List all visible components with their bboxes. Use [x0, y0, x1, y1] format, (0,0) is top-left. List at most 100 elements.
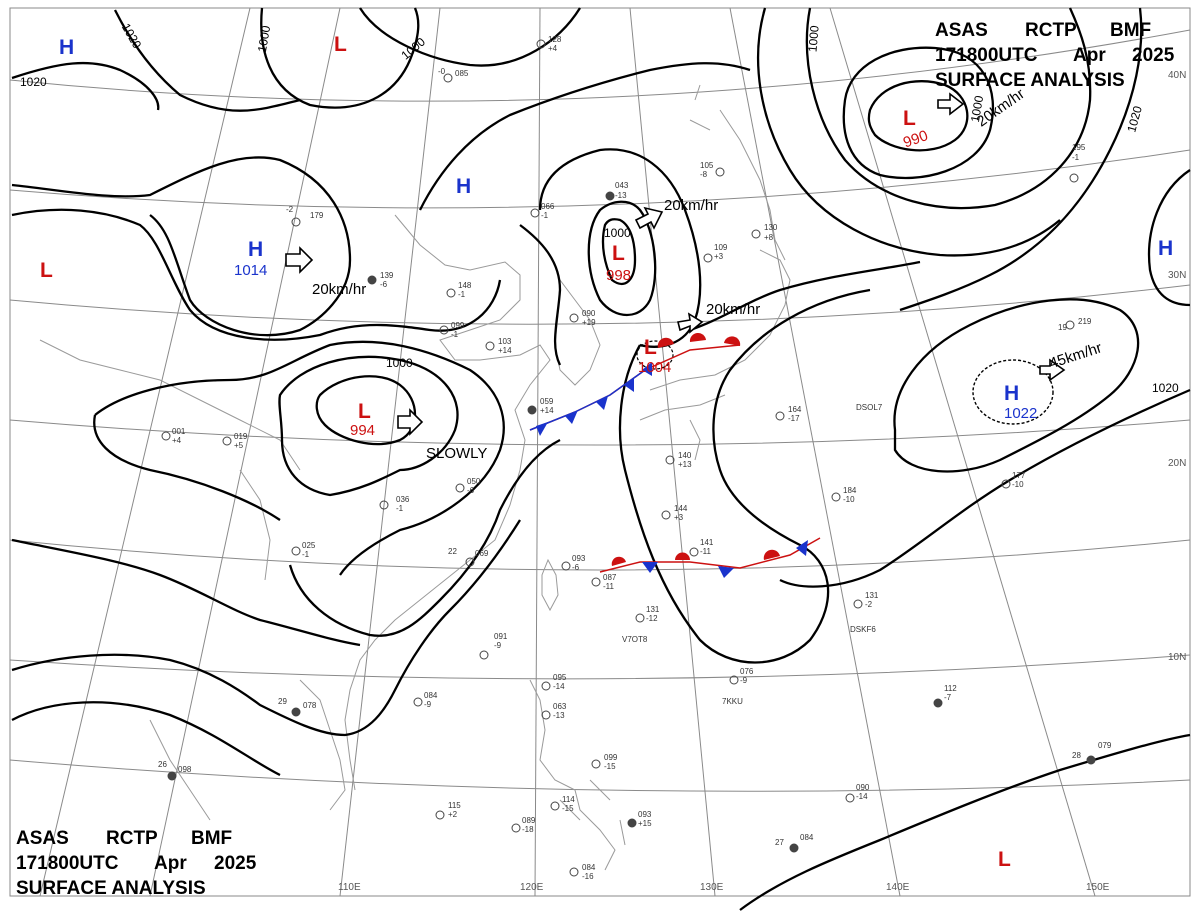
svg-text:+8: +8	[764, 233, 774, 242]
svg-text:130: 130	[764, 223, 778, 232]
high-value: 1022	[1004, 405, 1037, 422]
isobar-label: 1020	[1124, 104, 1145, 134]
station-plot: 095-14	[541, 673, 567, 691]
svg-text:091: 091	[494, 632, 508, 641]
svg-text:+4: +4	[172, 436, 182, 445]
svg-text:128: 128	[548, 35, 562, 44]
station-plot: 084 27	[775, 833, 814, 853]
station-plot: 195-1	[1069, 143, 1086, 183]
station-plot: 099-1	[439, 321, 465, 339]
stationary-front-south	[599, 537, 821, 578]
station-plot: 105-8	[700, 161, 725, 179]
high-value: 1014	[234, 262, 267, 279]
station-plot: 059+14	[527, 397, 554, 415]
station-plot: 078 29	[278, 697, 317, 717]
station-plot: 019+5	[222, 432, 248, 450]
svg-text:084: 084	[800, 833, 814, 842]
low-center: L	[358, 400, 371, 423]
header-station: RCTP	[106, 828, 158, 849]
station-plot: 131-2	[853, 591, 879, 609]
station-id: 7KKU	[722, 697, 743, 706]
svg-text:093: 093	[572, 554, 586, 563]
header-code: BMF	[1110, 20, 1151, 41]
station-plot: 141-11	[689, 538, 714, 557]
station-id: V7OT8	[622, 635, 648, 644]
station-plot: 098 26	[158, 760, 192, 781]
svg-text:+13: +13	[678, 460, 692, 469]
svg-text:089: 089	[522, 816, 536, 825]
station-plot: 025-1	[291, 541, 316, 559]
svg-text:105: 105	[700, 161, 714, 170]
station-plot: 066-1	[530, 202, 555, 220]
svg-text:+14: +14	[540, 406, 554, 415]
grid-labels: 40N 30N 20N 10N 110E 120E 130E 140E 150E	[338, 70, 1186, 893]
svg-text:095: 095	[553, 673, 567, 682]
header-year: 2025	[1132, 45, 1175, 66]
station-plot: 079 28	[1072, 741, 1112, 765]
low-center: L	[334, 33, 347, 56]
svg-text:184: 184	[843, 486, 857, 495]
station-plot: 036-1	[379, 495, 410, 513]
chart-header-bottom: ASAS RCTP BMF 171800UTC Apr 2025 SURFACE…	[16, 828, 257, 899]
svg-text:084: 084	[582, 863, 596, 872]
station-plot: 184-10	[831, 486, 857, 504]
header-title: SURFACE ANALYSIS	[16, 878, 206, 899]
svg-text:+2: +2	[448, 810, 458, 819]
svg-text:025: 025	[302, 541, 316, 550]
svg-text:-14: -14	[856, 792, 868, 801]
svg-text:050: 050	[467, 477, 481, 486]
svg-text:-15: -15	[562, 804, 574, 813]
low-center: L	[612, 242, 625, 265]
header-time: 171800UTC	[935, 45, 1038, 66]
station-plot: 063-13	[541, 702, 567, 720]
svg-text:177: 177	[1012, 471, 1026, 480]
station-plot: 090-14	[845, 783, 870, 803]
svg-text:085: 085	[455, 69, 469, 78]
svg-text:069: 069	[475, 549, 489, 558]
station-plot: 093+15	[627, 810, 652, 828]
svg-text:-1: -1	[302, 550, 310, 559]
svg-text:090: 090	[856, 783, 870, 792]
svg-text:+4: +4	[548, 44, 558, 53]
svg-text:-7: -7	[944, 693, 952, 702]
svg-text:-8: -8	[700, 170, 708, 179]
station-plot: 089-18	[511, 816, 536, 834]
svg-text:195: 195	[1072, 143, 1086, 152]
svg-text:019: 019	[234, 432, 248, 441]
header-time: 171800UTC	[16, 853, 119, 874]
station-plot: 084-16	[569, 863, 596, 881]
station-plots: 128+4 085-0 043-13 066-1 179-2 139-6 148…	[158, 35, 1112, 881]
lat-label-30n: 30N	[1168, 270, 1186, 281]
svg-text:141: 141	[700, 538, 714, 547]
lon-label-120e: 120E	[520, 882, 544, 893]
station-plot: 139-6	[367, 271, 394, 289]
svg-text:099: 099	[604, 753, 618, 762]
svg-text:036: 036	[396, 495, 410, 504]
svg-text:112: 112	[944, 684, 957, 693]
svg-text:098: 098	[178, 765, 192, 774]
svg-text:115: 115	[448, 801, 461, 810]
station-plot: 144+3	[661, 504, 688, 522]
chart-header-top: ASAS RCTP BMF 171800UTC Apr 2025 SURFACE…	[935, 20, 1175, 91]
station-plot: 128+4	[536, 35, 562, 53]
svg-text:28: 28	[1072, 751, 1081, 760]
svg-text:131: 131	[646, 605, 660, 614]
svg-text:+5: +5	[234, 441, 244, 450]
station-plot: 043-13	[605, 181, 629, 201]
svg-text:043: 043	[615, 181, 629, 190]
svg-text:090: 090	[582, 309, 596, 318]
station-plot: 099-15	[591, 753, 618, 771]
isobar-label: 1000	[255, 24, 273, 53]
svg-text:-2: -2	[865, 600, 873, 609]
svg-text:093: 093	[638, 810, 652, 819]
motion-arrow	[634, 206, 664, 230]
svg-text:131: 131	[865, 591, 879, 600]
header-year: 2025	[214, 853, 257, 874]
speed-label: SLOWLY	[426, 445, 487, 462]
motion-arrows	[285, 92, 1066, 436]
center-region-1022	[972, 359, 1054, 425]
isobar-label: 1000	[386, 356, 413, 370]
motion-arrow	[397, 408, 424, 436]
svg-text:140: 140	[678, 451, 692, 460]
svg-text:26: 26	[158, 760, 167, 769]
